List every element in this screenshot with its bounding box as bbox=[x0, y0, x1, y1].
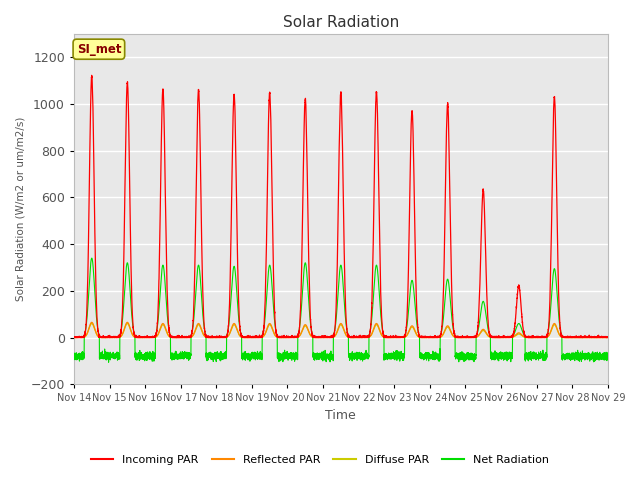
Title: Solar Radiation: Solar Radiation bbox=[283, 15, 399, 30]
Y-axis label: Solar Radiation (W/m2 or um/m2/s): Solar Radiation (W/m2 or um/m2/s) bbox=[15, 117, 25, 301]
Legend: Incoming PAR, Reflected PAR, Diffuse PAR, Net Radiation: Incoming PAR, Reflected PAR, Diffuse PAR… bbox=[86, 451, 554, 469]
X-axis label: Time: Time bbox=[326, 409, 356, 422]
Text: SI_met: SI_met bbox=[77, 43, 121, 56]
